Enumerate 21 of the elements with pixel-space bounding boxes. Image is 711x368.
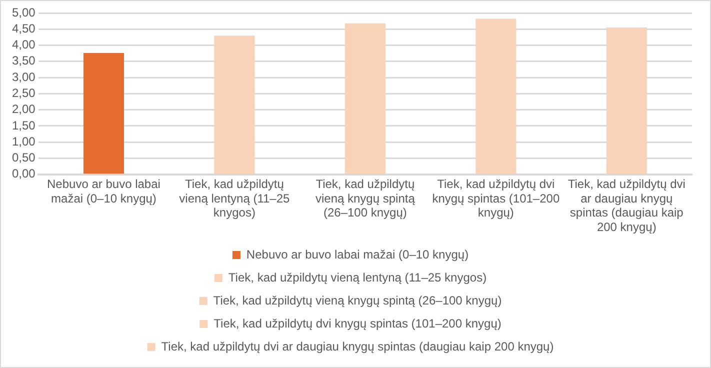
x-tick-label: Tiek, kad užpildytų dvi ar daugiau knygų spintas (daugiau kaip 200 knygų) xyxy=(568,176,686,234)
x-tick-label: Tiek, kad užpildytų vieną knygų spintą (26–100 knygų) xyxy=(315,176,416,220)
y-tick-label: 0,50 xyxy=(12,150,36,165)
legend-label: Tiek, kad užpildytų dvi knygų spintas (101–200 knygų) xyxy=(214,316,502,330)
y-tick-label: 2,50 xyxy=(12,86,36,100)
x-tick-label: Tiek, kad užpildytų dvi knygų spintas (101–200 knygų) xyxy=(432,176,560,220)
legend-label: Tiek, kad užpildytų dvi ar daugiau knygų spintas (daugiau kaip 200 knygų) xyxy=(161,339,554,354)
legend-label: Tiek, kad užpildytų vieną knygų spintą (26–100 knygų) xyxy=(213,293,502,308)
y-tick-label: 0,00 xyxy=(12,166,36,181)
y-tick-label: 3,00 xyxy=(12,70,36,84)
legend-label: Nebuvo ar buvo labai mažai (0–10 knygų) xyxy=(246,247,469,262)
y-tick-label: 4,00 xyxy=(12,38,36,52)
x-tick-label: Tiek, kad užpildytų vieną lentyną (11–25 knygos) xyxy=(179,176,290,220)
y-tick-label: 2,00 xyxy=(12,102,36,116)
y-tick-label: 1,50 xyxy=(12,118,36,132)
y-tick-label: 1,00 xyxy=(12,134,36,148)
legend-label: Tiek, kad užpildytų vieną lentyną (11–25 knygos) xyxy=(228,270,487,284)
y-tick-label: 3,50 xyxy=(12,54,36,68)
x-tick-label: Nebuvo ar buvo labai mažai (0–10 knygų) xyxy=(47,176,160,206)
y-tick-label: 4,50 xyxy=(12,21,36,36)
y-tick-label: 5,00 xyxy=(12,5,36,20)
